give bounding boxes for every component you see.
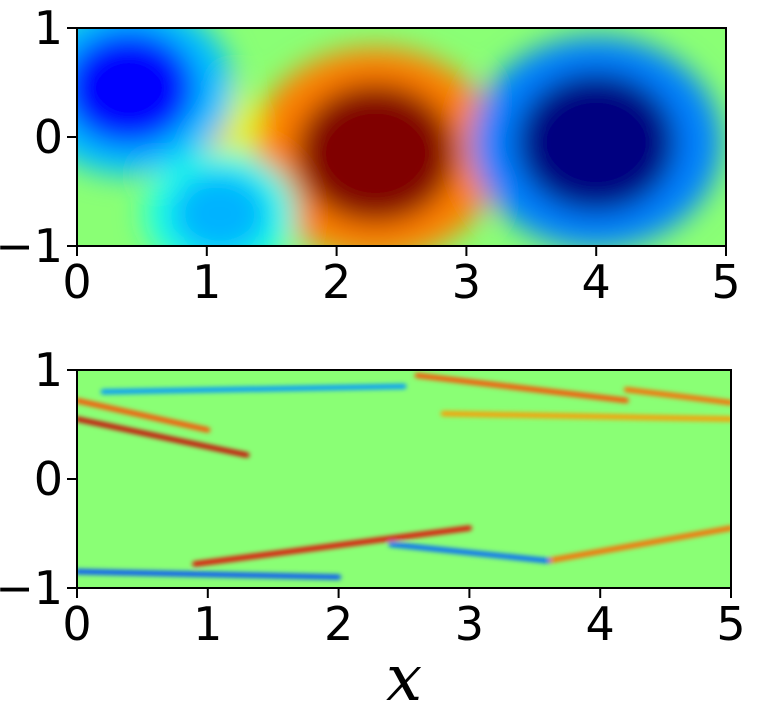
y-tick-label: 1 <box>34 343 63 397</box>
x-tick-label: 3 <box>452 255 481 309</box>
x-tick-label: 0 <box>62 255 91 309</box>
heatmap-streak <box>414 372 629 404</box>
heatmap-panel-top: 0 1 2 3 4 5−101 <box>0 1 741 309</box>
heatmap-streak <box>440 411 731 422</box>
x-tick-label: 0 <box>62 597 91 651</box>
heatmap-low-region <box>516 72 677 213</box>
heatmap-streak <box>545 525 731 564</box>
y-tick-label: 0 <box>34 110 63 164</box>
x-tick-label: 2 <box>322 255 351 309</box>
heatmap-streak <box>77 569 342 580</box>
heatmap-streak <box>77 416 250 458</box>
x-tick-label: 5 <box>711 255 740 309</box>
y-tick-label: 0 <box>34 452 63 506</box>
x-tick-label: 1 <box>192 255 221 309</box>
x-tick-label: 4 <box>582 255 611 309</box>
x-axis-label: x <box>386 642 422 716</box>
x-tick-label: 3 <box>455 597 484 651</box>
heatmap-low-region <box>170 171 269 246</box>
heatmap-background <box>77 370 731 588</box>
heatmap-low-region <box>77 29 196 147</box>
heatmap-panel-bottom: 0 1 2 3 4 5−101 x <box>0 343 746 716</box>
y-tick-label: −1 <box>0 561 63 615</box>
heatmap-high-region <box>295 82 456 224</box>
x-tick-label: 5 <box>716 597 745 651</box>
y-tick-label: −1 <box>0 219 63 273</box>
heatmap-streak <box>192 525 472 567</box>
x-tick-label: 2 <box>324 597 353 651</box>
heatmap-streak <box>77 398 211 433</box>
y-tick-label: 1 <box>34 1 63 55</box>
heatmap-streak <box>388 541 551 564</box>
x-tick-label: 1 <box>193 597 222 651</box>
heatmap-streak <box>623 387 731 406</box>
heatmap-streak <box>100 383 407 395</box>
x-tick-label: 4 <box>586 597 615 651</box>
